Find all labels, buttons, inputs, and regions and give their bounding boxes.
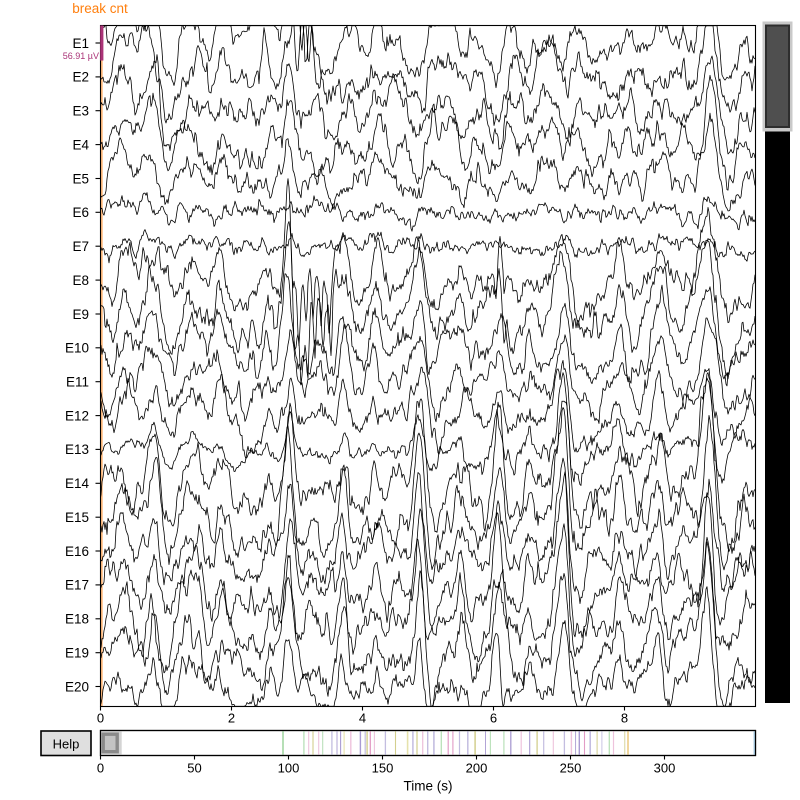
svg-text:4: 4: [359, 711, 366, 726]
svg-text:E13: E13: [65, 442, 89, 457]
svg-text:E5: E5: [72, 171, 89, 186]
svg-text:0: 0: [97, 761, 104, 776]
svg-text:E4: E4: [72, 137, 89, 152]
svg-text:50: 50: [187, 761, 201, 776]
svg-text:E15: E15: [65, 510, 89, 525]
svg-text:100: 100: [278, 761, 300, 776]
svg-text:150: 150: [372, 761, 394, 776]
svg-text:E8: E8: [72, 273, 89, 288]
svg-text:8: 8: [621, 711, 628, 726]
svg-text:6: 6: [490, 711, 497, 726]
svg-text:break cnt: break cnt: [72, 1, 128, 16]
svg-text:300: 300: [654, 761, 676, 776]
svg-text:E20: E20: [65, 679, 89, 694]
svg-text:E11: E11: [66, 375, 89, 390]
svg-text:Time (s): Time (s): [404, 779, 453, 794]
svg-text:56.91 µV: 56.91 µV: [63, 51, 99, 61]
svg-text:E10: E10: [65, 341, 89, 356]
svg-text:E18: E18: [65, 612, 89, 627]
svg-text:2: 2: [228, 711, 235, 726]
svg-text:250: 250: [560, 761, 582, 776]
svg-text:Help: Help: [53, 737, 80, 752]
svg-text:0: 0: [97, 711, 104, 726]
svg-text:E16: E16: [65, 544, 89, 559]
svg-text:E17: E17: [65, 578, 89, 593]
svg-text:E2: E2: [72, 70, 89, 85]
svg-text:E14: E14: [65, 476, 90, 491]
svg-text:E12: E12: [65, 408, 89, 423]
svg-text:E1: E1: [72, 36, 89, 51]
svg-text:E3: E3: [72, 104, 89, 119]
svg-text:E9: E9: [72, 307, 89, 322]
svg-text:E19: E19: [65, 646, 89, 661]
svg-text:200: 200: [466, 761, 488, 776]
svg-text:E7: E7: [72, 239, 89, 254]
svg-text:E6: E6: [72, 205, 89, 220]
